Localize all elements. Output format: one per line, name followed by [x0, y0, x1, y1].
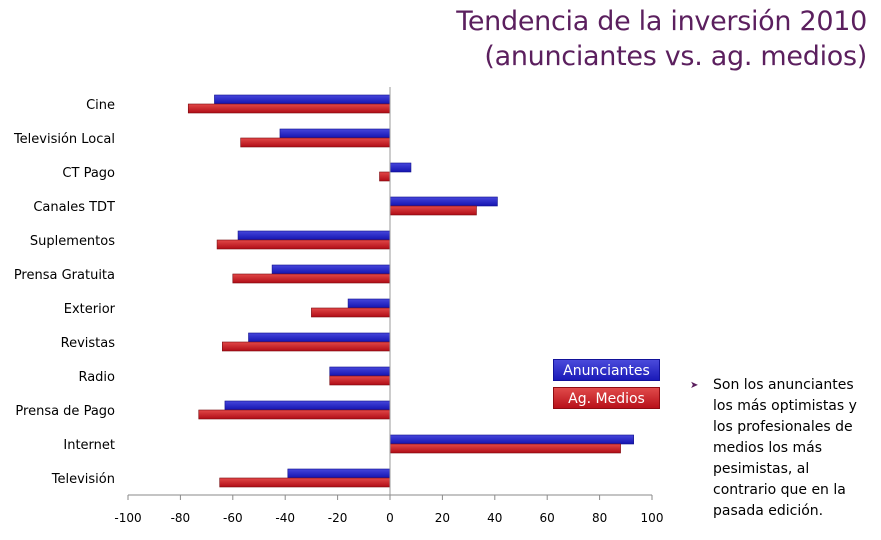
bar-anunciantes — [279, 128, 391, 139]
x-tick-label: -40 — [275, 511, 295, 525]
note-bullet: ➤ Son los anunciantes los más optimistas… — [690, 375, 870, 522]
bar-anunciantes — [347, 298, 391, 309]
bar-anunciantes — [248, 332, 391, 343]
category-label: Televisión Local — [13, 132, 115, 147]
bar-anunciantes — [329, 366, 391, 377]
bar-ag-medios — [216, 239, 391, 250]
bar-ag-medios — [240, 137, 391, 148]
bar-ag-medios — [219, 477, 391, 488]
x-tick-label: -80 — [171, 511, 191, 525]
arrow-bullet-icon: ➤ — [690, 380, 699, 391]
category-label: Prensa Gratuita — [14, 268, 115, 283]
x-tick-label: -100 — [114, 511, 141, 525]
bar-anunciantes — [287, 468, 391, 479]
x-tick-label: 20 — [435, 511, 450, 525]
bar-anunciantes — [389, 196, 498, 207]
bar-anunciantes — [389, 162, 412, 173]
bar-ag-medios — [187, 103, 391, 114]
category-label: Internet — [63, 438, 115, 453]
bar-ag-medios — [389, 205, 477, 216]
bar-ag-medios — [198, 409, 391, 420]
legend-ag-medios: Ag. Medios — [553, 387, 660, 409]
bar-ag-medios — [379, 171, 391, 182]
title-line-1: Tendencia de la inversión 2010 — [456, 6, 867, 37]
category-label: Suplementos — [30, 234, 115, 249]
bar-ag-medios — [222, 341, 391, 352]
bar-anunciantes — [271, 264, 391, 275]
x-tick-label: 0 — [386, 511, 394, 525]
bar-anunciantes — [214, 94, 391, 105]
x-tick-label: -20 — [328, 511, 348, 525]
category-label: Televisión — [51, 472, 115, 487]
x-tick-label: 40 — [487, 511, 502, 525]
bar-anunciantes — [224, 400, 391, 411]
category-label: Cine — [86, 98, 115, 113]
x-tick-label: 100 — [641, 511, 664, 525]
category-label: Radio — [78, 370, 115, 385]
category-label: CT Pago — [62, 166, 115, 181]
bar-ag-medios — [311, 307, 391, 318]
x-tick-label: -60 — [223, 511, 243, 525]
legend-anunciantes: Anunciantes — [553, 359, 660, 381]
category-label: Canales TDT — [33, 200, 115, 215]
note-text: Son los anunciantes los más optimistas y… — [713, 377, 857, 519]
bar-ag-medios — [329, 375, 391, 386]
bar-ag-medios — [389, 443, 621, 454]
category-label: Prensa de Pago — [15, 404, 115, 419]
x-tick-label: 60 — [540, 511, 555, 525]
x-tick-label: 80 — [592, 511, 607, 525]
bar-ag-medios — [232, 273, 391, 284]
category-label: Exterior — [64, 302, 116, 317]
bar-anunciantes — [389, 434, 634, 445]
bar-anunciantes — [237, 230, 391, 241]
title-line-2: (anunciantes vs. ag. medios) — [484, 41, 867, 72]
category-label: Revistas — [61, 336, 116, 351]
chart-title: Tendencia de la inversión 2010 (anuncian… — [456, 4, 867, 74]
